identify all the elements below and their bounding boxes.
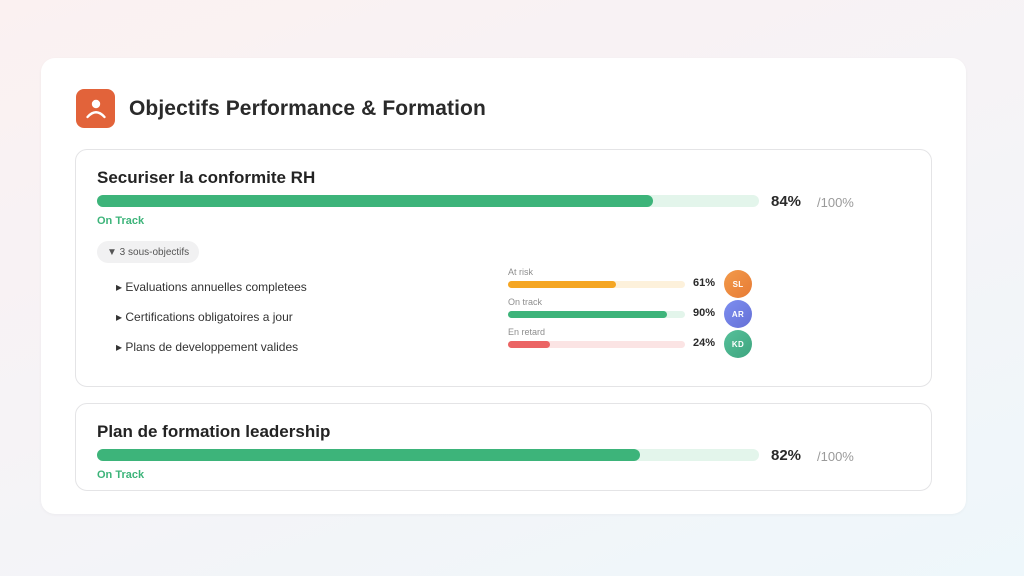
sub-objective-label: ▸ Certifications obligatoires a jour <box>116 310 293 324</box>
objective-progress-bar <box>97 195 759 207</box>
sub-objective-row[interactable]: ▸ Evaluations annuelles completees At ri… <box>76 267 933 301</box>
sub-objective-status: En retard <box>508 327 546 337</box>
user-icon <box>76 89 115 128</box>
sub-objective-status: At risk <box>508 267 534 277</box>
sub-objective-percent: 61% <box>693 277 716 289</box>
avatar[interactable]: AR <box>724 300 752 328</box>
objective-title: Plan de formation leadership <box>97 422 331 441</box>
page-title: Objectifs Performance & Formation <box>129 96 486 120</box>
objective-card: Securiser la conformite RH 84% /100% On … <box>75 149 932 387</box>
sub-objective-row[interactable]: ▸ Plans de developpement valides En reta… <box>76 327 933 361</box>
avatar[interactable]: SL <box>724 270 752 298</box>
sub-objective-status: On track <box>508 297 543 307</box>
objective-percent: 82% <box>771 447 802 464</box>
sub-objective-percent: 24% <box>693 337 716 349</box>
objectives-panel: Objectifs Performance & Formation Securi… <box>41 58 966 514</box>
objective-max: /100% <box>817 449 854 464</box>
avatar[interactable]: KD <box>724 330 752 358</box>
sub-objective-progress-fill <box>508 311 668 318</box>
sub-objective-row[interactable]: ▸ Certifications obligatoires a jour On … <box>76 297 933 331</box>
sub-objective-progress-bar <box>508 341 685 348</box>
objective-status: On Track <box>97 215 145 227</box>
sub-objective-percent: 90% <box>693 307 716 319</box>
objective-progress-fill <box>97 195 654 207</box>
sub-objective-progress-bar <box>508 311 685 318</box>
objective-title: Securiser la conformite RH <box>97 168 316 187</box>
objective-status: On Track <box>97 469 145 481</box>
objective-percent: 84% <box>771 193 802 210</box>
panel-header: Objectifs Performance & Formation <box>76 89 486 128</box>
sub-objective-label: ▸ Evaluations annuelles completees <box>116 280 307 294</box>
sub-objective-progress-fill <box>508 281 616 288</box>
sub-objective-label: ▸ Plans de developpement valides <box>116 340 299 354</box>
sub-objectives-toggle[interactable]: ▼ 3 sous-objectifs <box>97 241 200 263</box>
objective-progress-fill <box>97 449 640 461</box>
sub-objective-progress-fill <box>508 341 551 348</box>
objective-progress-bar <box>97 449 759 461</box>
objective-max: /100% <box>817 195 854 210</box>
sub-objective-progress-bar <box>508 281 685 288</box>
objective-card: Plan de formation leadership 82% /100% O… <box>75 403 932 491</box>
